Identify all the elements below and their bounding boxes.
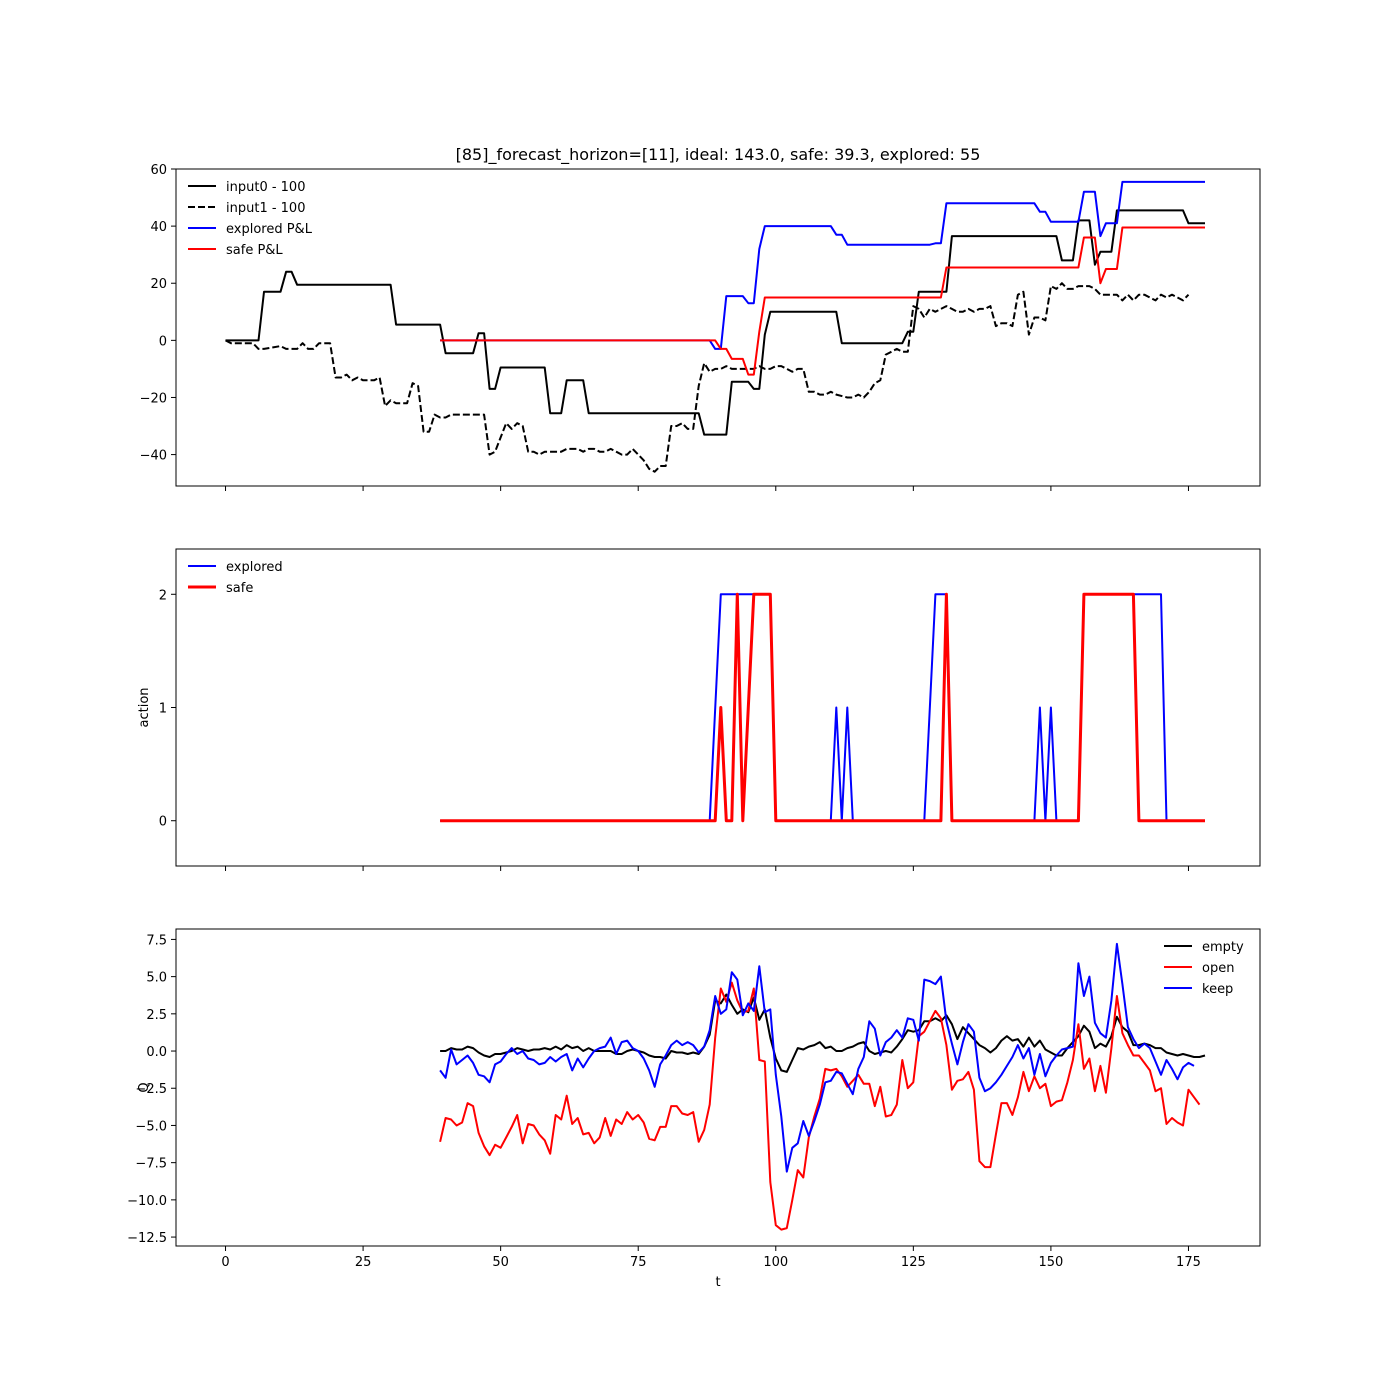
y-tick-label: 0.0 [146, 1045, 167, 1060]
axes-frame [175, 168, 1261, 487]
y-tick-label: 0 [159, 334, 167, 349]
series-line-safe-p-l [440, 226, 1205, 376]
series-line-keep [439, 942, 1195, 1173]
chart-panel-pnl: [85]_forecast_horizon=[11], ideal: 143.0… [140, 145, 1261, 491]
y-tick-label: 5.0 [146, 971, 167, 986]
series-group [439, 942, 1206, 1231]
series-line-explored-p-l [440, 180, 1205, 350]
y-tick-label: 60 [150, 163, 167, 178]
y-tick-label: −12.5 [127, 1231, 167, 1246]
x-tick-label: 0 [221, 1255, 229, 1270]
legend-label-empty: empty [1202, 940, 1244, 955]
x-tick-label: 75 [630, 1255, 647, 1270]
y-tick-label: −40 [140, 449, 167, 464]
y-tick-label: −2.5 [135, 1082, 167, 1097]
chart-panel-q: 0 25 50 75 100 125 150 175 −12.5 −10.0 −7.5 −5.0 −2.… [127, 928, 1261, 1290]
x-tick-label: 125 [901, 1255, 926, 1270]
x-tick-label: 150 [1038, 1255, 1063, 1270]
y-tick-label: 0 [159, 815, 167, 830]
legend-label-explored: explored [226, 560, 283, 575]
x-tick-label: 25 [355, 1255, 372, 1270]
y-axis-label: Q [137, 1082, 152, 1092]
y-tick-label: 7.5 [146, 933, 167, 948]
y-tick-label: −5.0 [135, 1119, 167, 1134]
legend-label-safe: safe [226, 581, 253, 596]
x-tick-label: 175 [1176, 1255, 1201, 1270]
legend-label-input0-100: input0 - 100 [226, 180, 305, 195]
y-tick-label: 1 [159, 702, 167, 717]
x-tick-label: 50 [492, 1255, 509, 1270]
x-axis-label: t [715, 1275, 720, 1290]
y-tick-label: −20 [140, 391, 167, 406]
axes-frame [175, 928, 1261, 1247]
legend: input0 - 100 input1 - 100 explored P&L safe… [188, 180, 313, 258]
series-line-safe [440, 592, 1205, 823]
y-tick-label: 2 [159, 588, 167, 603]
x-tick-label: 100 [763, 1255, 788, 1270]
series-group [225, 180, 1205, 473]
y-tick-label: −7.5 [135, 1157, 167, 1172]
series-group [440, 592, 1205, 823]
chart-panel-action: 0 1 2 action explored safe [137, 548, 1261, 871]
y-tick-label: 2.5 [146, 1008, 167, 1023]
chart-title: [85]_forecast_horizon=[11], ideal: 143.0… [456, 145, 981, 165]
y-tick-label: 40 [150, 220, 167, 235]
y-tick-label: −10.0 [127, 1194, 167, 1209]
y-tick-label: 20 [150, 277, 167, 292]
legend-label-input1-100: input1 - 100 [226, 201, 305, 216]
legend: explored safe [188, 560, 283, 596]
y-axis-label: action [137, 687, 152, 727]
legend-label-explored-p-l: explored P&L [226, 222, 313, 237]
series-line-input0-100 [225, 209, 1205, 436]
legend-label-safe-p-l: safe P&L [226, 243, 283, 258]
series-line-open [439, 981, 1201, 1231]
legend: empty open keep [1164, 940, 1244, 997]
legend-label-keep: keep [1202, 982, 1233, 997]
series-line-empty [440, 993, 1206, 1073]
legend-label-open: open [1202, 961, 1234, 976]
